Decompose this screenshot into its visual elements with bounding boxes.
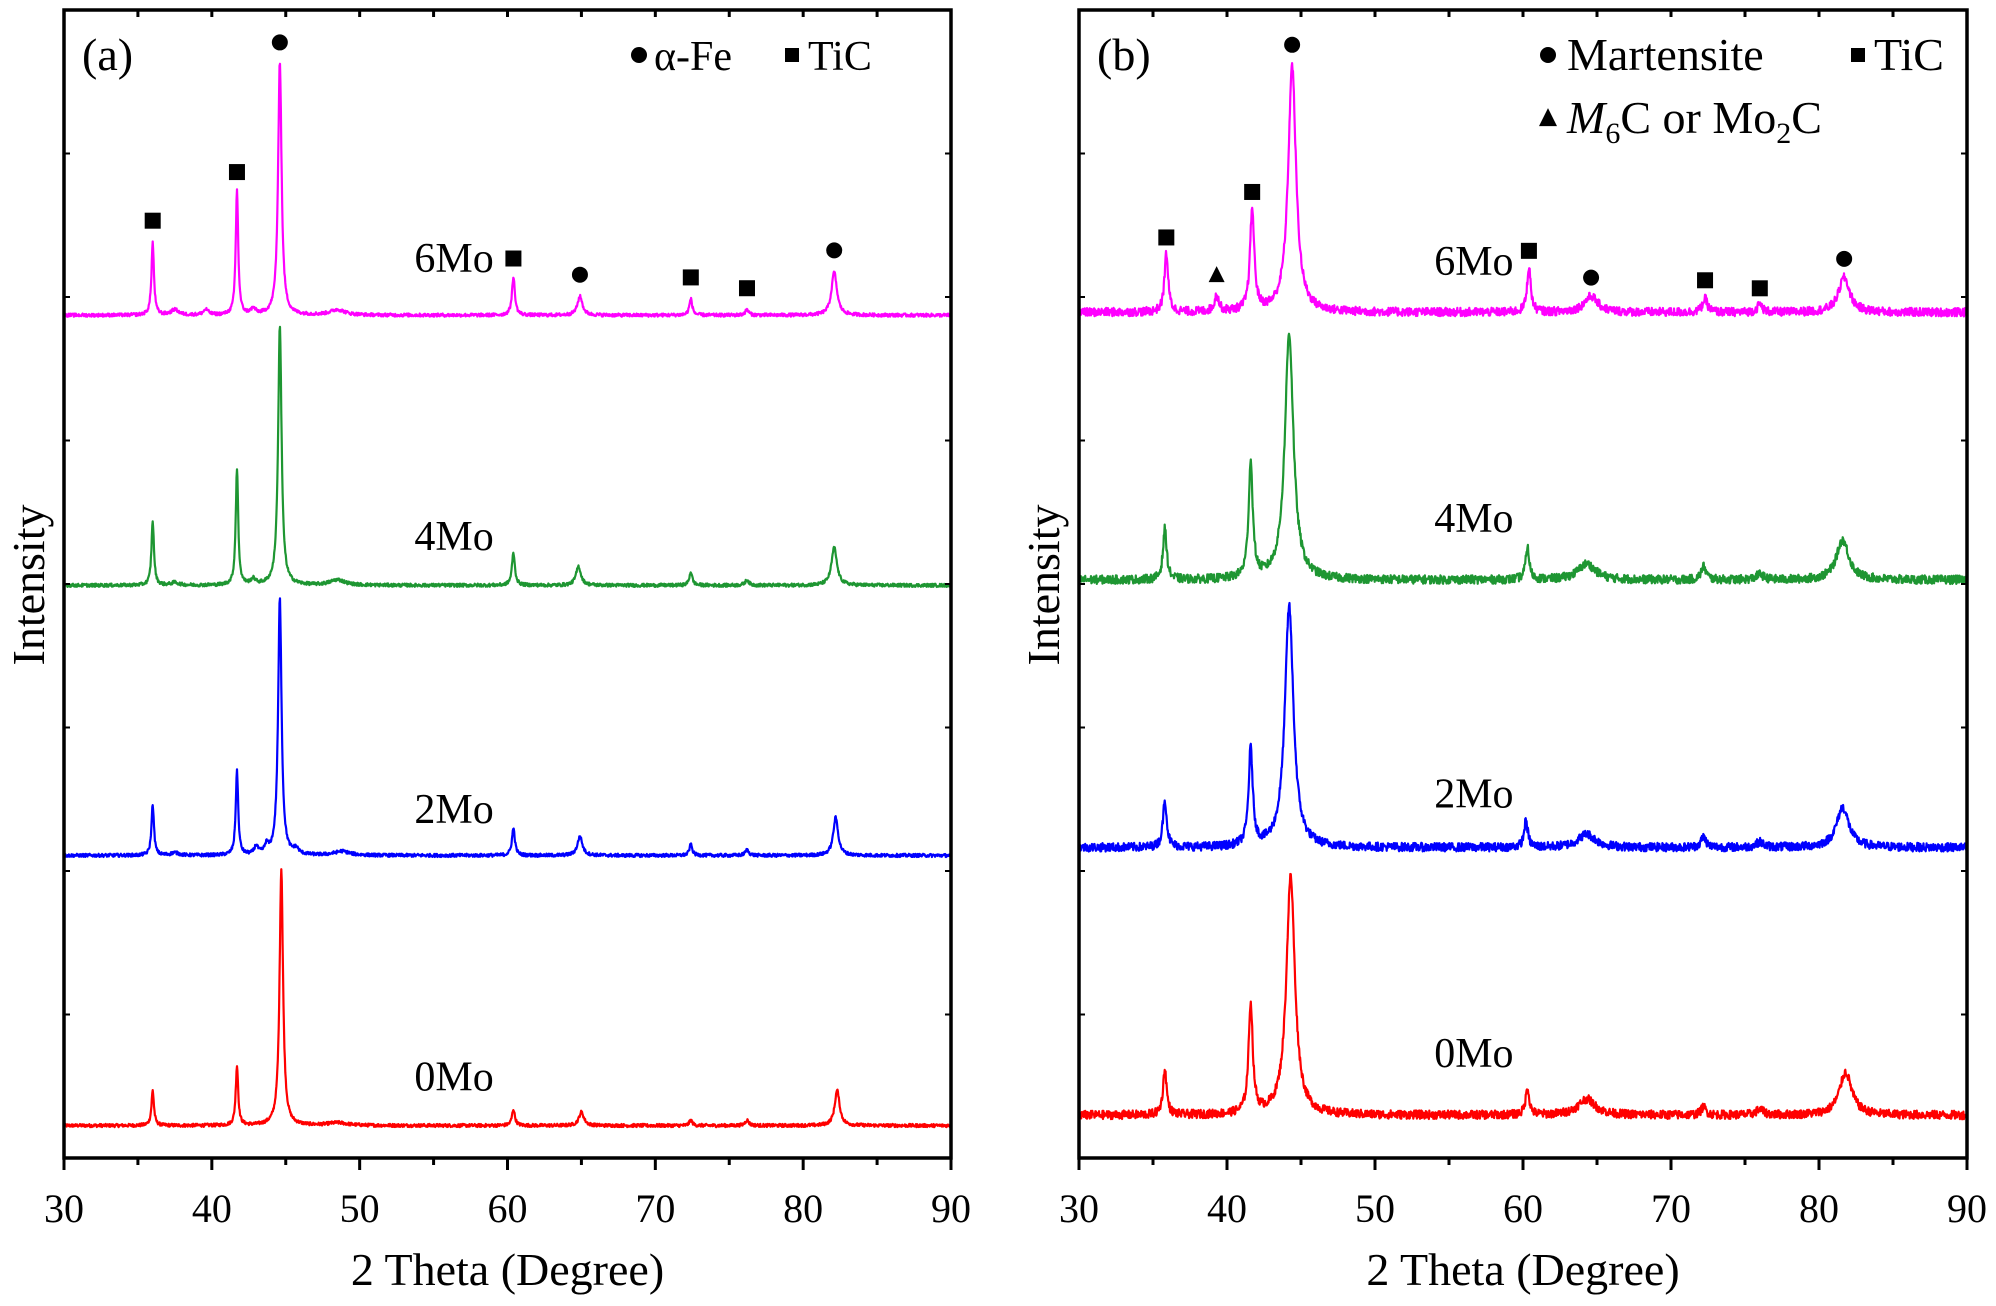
legend-label-martensite: Martensite bbox=[1567, 29, 1764, 80]
series-label-0Mo: 0Mo bbox=[1434, 1031, 1513, 1077]
x-tick-label: 60 bbox=[488, 1186, 528, 1231]
legend-square-icon bbox=[1851, 48, 1865, 62]
x-tick-label: 40 bbox=[1207, 1186, 1247, 1231]
legend-label-tic: TiC bbox=[808, 34, 872, 80]
legend-part-sub2: 2 bbox=[1776, 117, 1791, 150]
triangle-marker bbox=[1208, 266, 1225, 283]
legend-part-end: C bbox=[1791, 92, 1822, 143]
series-line-4Mo bbox=[1078, 332, 1969, 586]
x-tick-label: 80 bbox=[783, 1186, 823, 1231]
legend-label-tic: TiC bbox=[1874, 29, 1944, 80]
legend-part-mid: C or Mo bbox=[1620, 92, 1776, 143]
panel-b: 0Mo 2Mo 4Mo 6Mo 30 40 50 60 70 80 90 2 Theta (Degre… bbox=[1018, 8, 1987, 1295]
legend-label-alpha-fe: α-Fe bbox=[654, 34, 732, 80]
square-marker bbox=[505, 250, 522, 267]
square-marker bbox=[738, 280, 755, 297]
series-line-6Mo bbox=[62, 62, 952, 318]
circle-marker bbox=[1284, 36, 1301, 53]
x-tick-label: 70 bbox=[1651, 1186, 1691, 1231]
x-tick-label: 40 bbox=[192, 1186, 232, 1231]
series-line-0Mo bbox=[62, 868, 953, 1129]
x-axis-title: 2 Theta (Degree) bbox=[1366, 1244, 1679, 1295]
x-tick-label: 30 bbox=[1059, 1186, 1099, 1231]
legend-circle-icon bbox=[631, 47, 647, 63]
square-marker bbox=[1158, 229, 1175, 246]
x-tick-label: 50 bbox=[340, 1186, 380, 1231]
series-line-2Mo bbox=[63, 597, 953, 859]
series-label-0Mo: 0Mo bbox=[414, 1054, 493, 1100]
square-marker bbox=[682, 269, 699, 286]
x-tick-label: 90 bbox=[931, 1186, 971, 1231]
square-marker bbox=[1520, 242, 1537, 259]
series-label-6Mo: 6Mo bbox=[414, 236, 493, 282]
panel-label: (b) bbox=[1097, 29, 1151, 80]
square-marker bbox=[1244, 183, 1261, 200]
legend-circle-icon bbox=[1540, 47, 1556, 63]
square-marker bbox=[144, 212, 161, 229]
square-marker bbox=[1697, 272, 1714, 289]
circle-marker bbox=[571, 266, 588, 283]
series-label-4Mo: 4Mo bbox=[1434, 496, 1513, 542]
series-label-4Mo: 4Mo bbox=[414, 514, 493, 560]
panel-label: (a) bbox=[82, 29, 133, 80]
series-line-6Mo bbox=[1077, 62, 1968, 318]
x-tick-label: 70 bbox=[635, 1186, 675, 1231]
series-line-0Mo bbox=[1077, 872, 1969, 1121]
y-axis-title: Intensity bbox=[1018, 505, 1069, 666]
legend-square-icon bbox=[785, 48, 799, 62]
legend-triangle-icon bbox=[1539, 108, 1557, 127]
circle-marker bbox=[826, 242, 843, 259]
square-marker bbox=[1751, 280, 1768, 297]
x-tick-label: 30 bbox=[44, 1186, 84, 1231]
x-tick-label: 50 bbox=[1355, 1186, 1395, 1231]
y-axis-title: Intensity bbox=[3, 505, 54, 666]
x-tick-label: 60 bbox=[1503, 1186, 1543, 1231]
panel-a: 0Mo 2Mo 4Mo 6Mo 30 40 50 60 70 80 90 2 Theta (Degre… bbox=[3, 8, 971, 1295]
legend-label-m6c-or-mo2c: M6C or Mo2C bbox=[1566, 92, 1822, 150]
circle-marker bbox=[1583, 269, 1600, 286]
x-tick-label: 80 bbox=[1799, 1186, 1839, 1231]
square-marker bbox=[228, 164, 245, 181]
plot-frame bbox=[1077, 8, 1969, 1160]
series-label-6Mo: 6Mo bbox=[1434, 239, 1513, 285]
legend-part-sub1: 6 bbox=[1605, 117, 1620, 150]
circle-marker bbox=[1836, 250, 1853, 267]
legend-part-italic: M bbox=[1566, 92, 1608, 143]
series-line-4Mo bbox=[62, 325, 953, 588]
series-line-2Mo bbox=[1077, 601, 1968, 853]
x-tick-label: 90 bbox=[1947, 1186, 1987, 1231]
series-label-2Mo: 2Mo bbox=[414, 787, 493, 833]
series-label-2Mo: 2Mo bbox=[1434, 771, 1513, 817]
circle-marker bbox=[271, 34, 288, 51]
x-axis-title: 2 Theta (Degree) bbox=[351, 1244, 664, 1295]
